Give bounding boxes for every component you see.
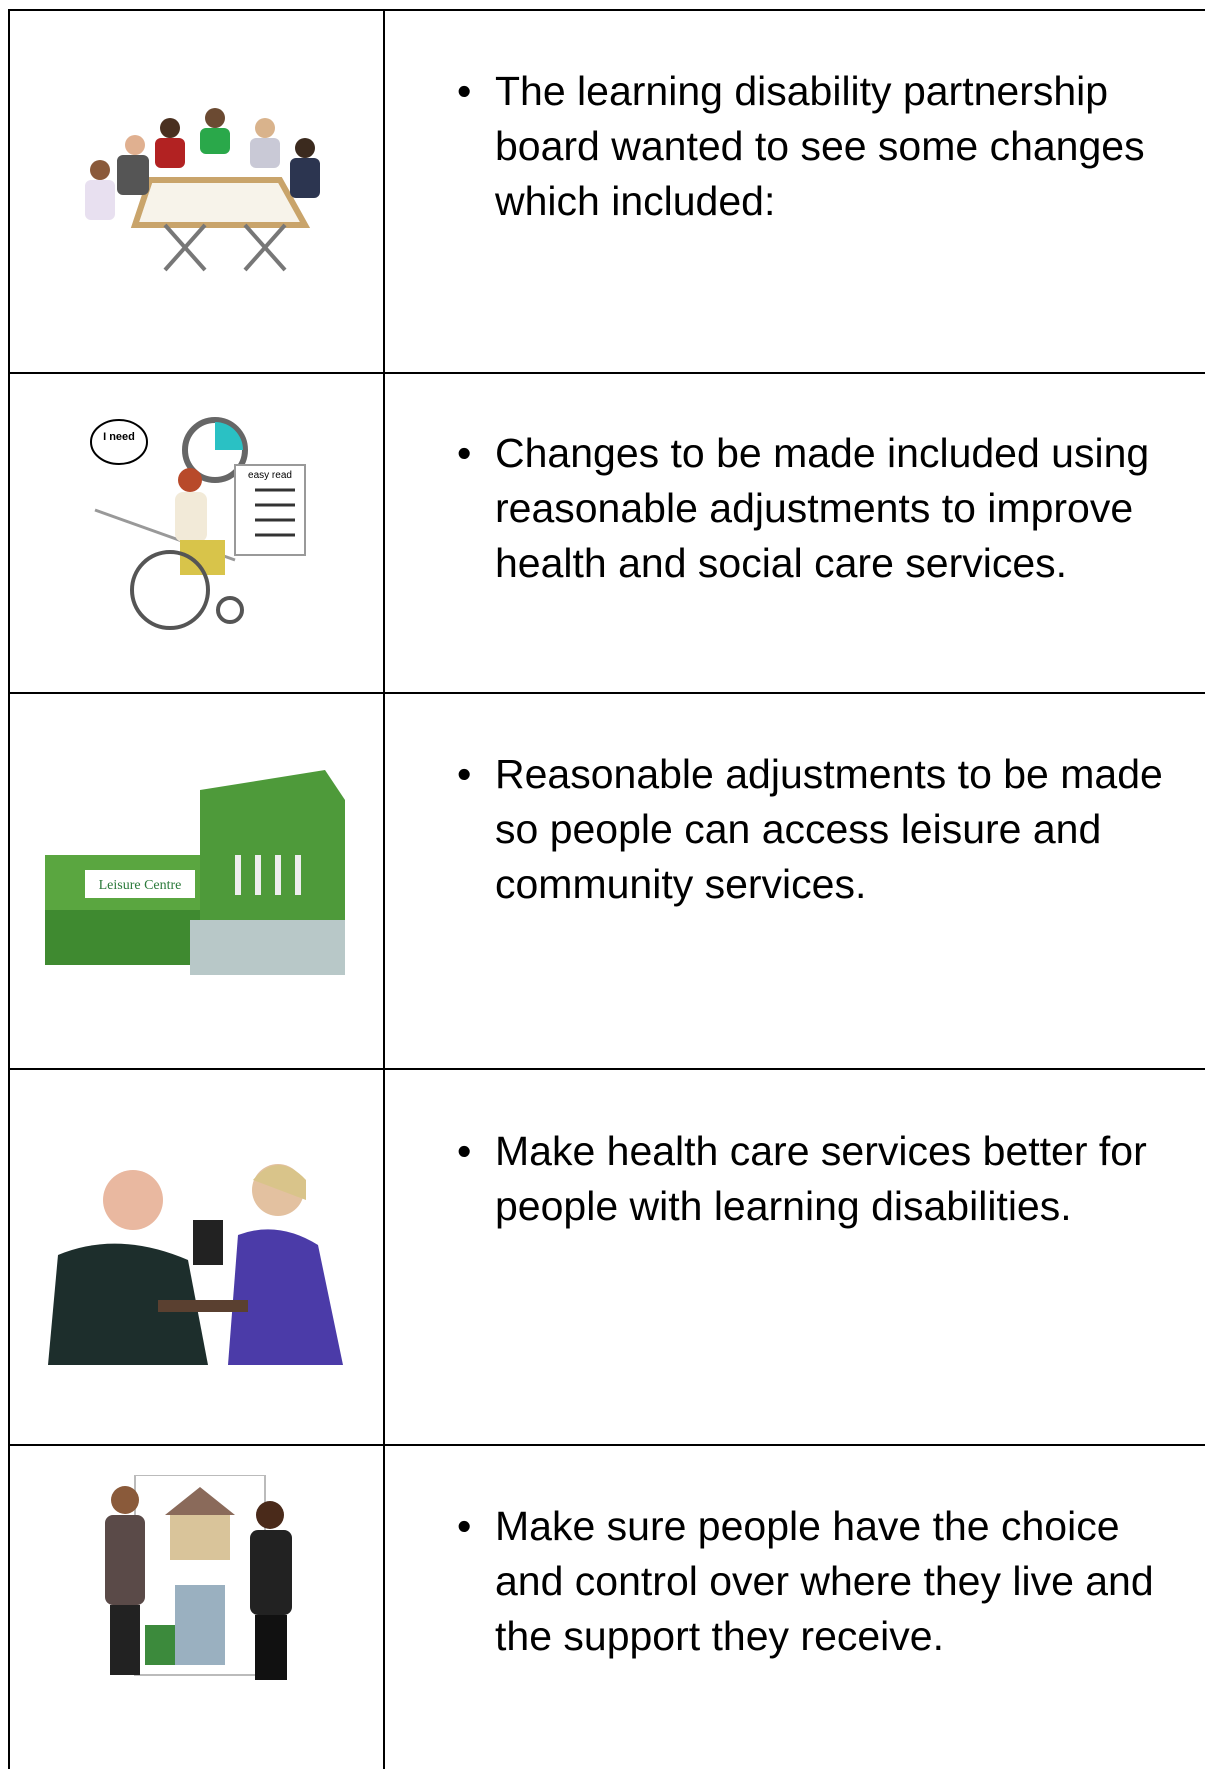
row-border (8, 372, 1205, 374)
table-border (8, 9, 10, 1769)
row-cell: • The learning disability partnership boa… (457, 64, 1182, 229)
bullet: • (457, 68, 472, 114)
bullet: • (457, 1503, 472, 1549)
bullet: • (457, 751, 472, 797)
row-text: Make sure people have the choice and con… (495, 1503, 1154, 1659)
bullet: • (457, 430, 472, 476)
row-cell: • Reasonable adjustments to be made so pe… (457, 747, 1182, 912)
row-text: Changes to be made included using reason… (495, 430, 1150, 586)
row-border (8, 9, 1205, 11)
row-border (8, 1444, 1205, 1446)
leisure-centre-illustration: Leisure Centre (45, 770, 345, 975)
row-border (8, 1068, 1205, 1070)
adjustments-illustration: I need easy read (90, 417, 306, 630)
row-cell: • Changes to be made included using reaso… (457, 426, 1182, 591)
column-divider (383, 9, 385, 1769)
image-label: easy read (248, 470, 292, 481)
row-text: Make health care services better for peo… (495, 1128, 1147, 1229)
image-label: Leisure Centre (99, 878, 182, 893)
row-text: Reasonable adjustments to be made so peo… (495, 751, 1163, 907)
meeting-illustration (85, 108, 320, 272)
bullet: • (457, 1128, 472, 1174)
health-care-illustration (48, 1164, 343, 1365)
row-text: The learning disability partnership boar… (495, 68, 1145, 224)
image-label: I need (103, 431, 135, 443)
row-cell: • Make sure people have the choice and co… (457, 1499, 1182, 1664)
housing-illustration (105, 1475, 292, 1680)
row-border (8, 692, 1205, 694)
row-cell: • Make health care services better for pe… (457, 1124, 1182, 1234)
